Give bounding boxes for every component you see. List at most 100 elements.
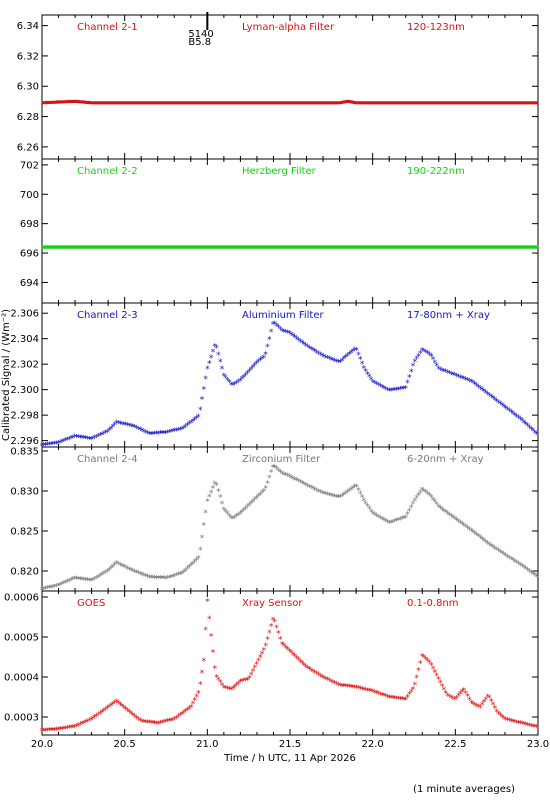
data-point: *	[425, 350, 430, 360]
data-point: *	[365, 503, 370, 513]
data-point: *	[78, 721, 83, 731]
data-point: *	[278, 469, 283, 479]
data-point: *	[82, 576, 87, 586]
data-point: *	[229, 686, 234, 696]
data-point: *	[116, 700, 121, 710]
data-point: *	[114, 419, 119, 429]
data-point: *	[260, 355, 265, 365]
data-point: *	[236, 680, 241, 690]
data-point: *	[429, 493, 434, 503]
data-point: *	[445, 369, 450, 379]
data-point: *	[273, 618, 278, 628]
data-point: *	[407, 373, 412, 383]
data-point: *	[176, 713, 181, 723]
data-point: *	[52, 583, 57, 593]
x-tick-label: 22.5	[444, 739, 466, 750]
data-point: *	[498, 712, 503, 722]
data-point: *	[465, 377, 470, 387]
data-point: *	[296, 336, 301, 346]
data-point: *	[178, 426, 183, 436]
data-point: *	[194, 415, 199, 425]
data-point: *	[371, 688, 376, 698]
data-point: *	[345, 683, 350, 693]
data-point: *	[463, 523, 468, 533]
data-point: *	[213, 480, 218, 490]
data-point: *	[445, 692, 450, 702]
data-point: *	[211, 484, 216, 494]
data-point: *	[169, 717, 174, 727]
data-point: *	[94, 433, 99, 443]
data-point: *	[147, 719, 152, 729]
data-point: *	[463, 376, 468, 386]
data-point: *	[460, 521, 465, 531]
data-point: *	[365, 370, 370, 380]
data-point: *	[480, 536, 485, 546]
data-point: *	[291, 475, 296, 485]
data-point: *	[171, 573, 176, 583]
data-point: *	[423, 489, 428, 499]
data-point: *	[511, 718, 516, 728]
data-point: *	[298, 658, 303, 668]
data-point: *	[194, 556, 199, 566]
data-point: *	[374, 380, 379, 390]
data-point: *	[240, 375, 245, 385]
data-point: *	[160, 719, 165, 729]
data-point: *	[360, 494, 365, 504]
data-point: *	[347, 350, 352, 360]
data-point: *	[491, 395, 496, 405]
data-point: *	[524, 565, 529, 575]
y-tick-label: 2.302	[10, 360, 39, 371]
data-point: *	[209, 489, 214, 499]
data-point: *	[220, 681, 225, 691]
data-point: *	[489, 393, 494, 403]
data-point: *	[112, 421, 117, 431]
data-point: *	[229, 514, 234, 524]
data-point: *	[98, 710, 103, 720]
data-point: *	[162, 429, 167, 439]
data-point: *	[116, 561, 121, 571]
data-point: *	[80, 434, 85, 444]
data-point: *	[471, 379, 476, 389]
data-point: *	[391, 694, 396, 704]
data-point: *	[453, 515, 458, 525]
data-point: *	[76, 722, 81, 732]
data-point: *	[320, 352, 325, 362]
data-point: *	[102, 570, 107, 580]
data-point: *	[320, 673, 325, 683]
data-point: *	[111, 563, 116, 573]
data-point: *	[285, 472, 290, 482]
data-point: *	[473, 530, 478, 540]
y-tick-label: 6.28	[17, 112, 39, 123]
data-point: *	[300, 339, 305, 349]
data-point: *	[473, 381, 478, 391]
data-point: *	[198, 681, 203, 691]
data-point: *	[491, 701, 496, 711]
data-point: *	[242, 507, 247, 517]
data-point: *	[187, 563, 192, 573]
data-point: *	[502, 715, 507, 725]
data-point: *	[298, 338, 303, 348]
data-point: *	[198, 406, 203, 416]
data-point: *	[51, 440, 56, 450]
data-point: *	[422, 654, 427, 664]
data-point: *	[463, 690, 468, 700]
data-point: *	[267, 474, 272, 484]
data-point: *	[56, 726, 61, 736]
data-point: *	[367, 373, 372, 383]
data-point: *	[111, 701, 116, 711]
data-point: *	[331, 357, 336, 367]
data-point: *	[160, 575, 165, 585]
data-point: *	[194, 693, 199, 703]
data-point: *	[102, 430, 107, 440]
data-point: *	[165, 429, 170, 439]
data-point: *	[465, 524, 470, 534]
data-point: *	[427, 492, 432, 502]
data-point: *	[443, 509, 448, 519]
data-point: *	[434, 501, 439, 511]
data-point: *	[360, 685, 365, 695]
data-point: *	[334, 681, 339, 691]
data-point: *	[345, 352, 350, 362]
data-point: *	[238, 377, 243, 387]
data-point: *	[287, 647, 292, 657]
data-point: *	[182, 569, 187, 579]
